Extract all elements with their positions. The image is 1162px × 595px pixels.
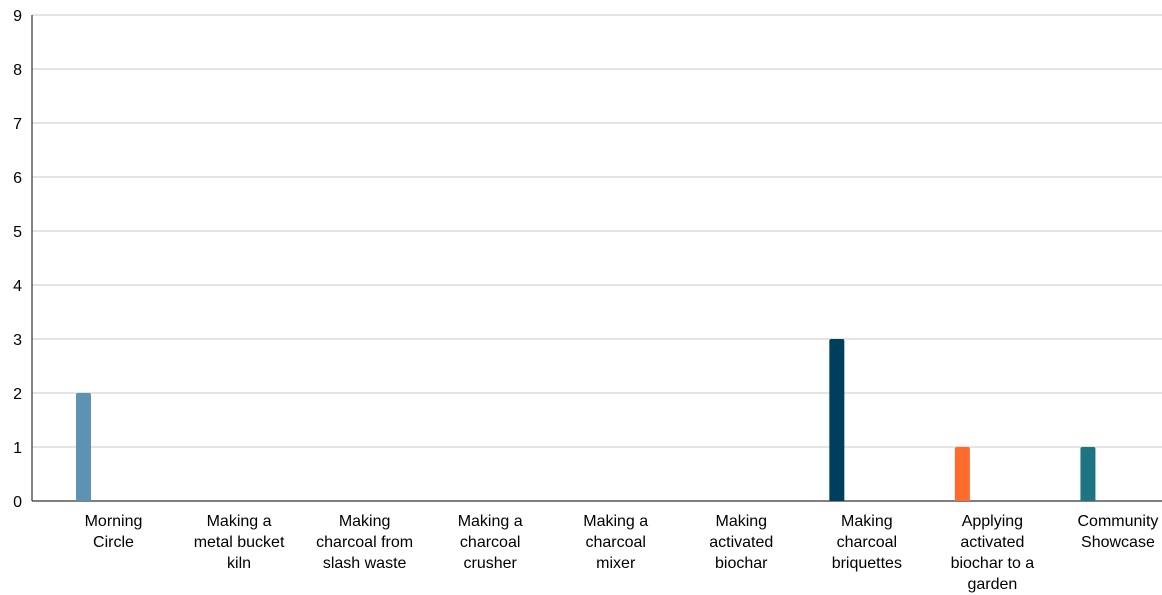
x-category-label: Morning <box>85 513 143 530</box>
x-category-label: Making a <box>207 513 272 530</box>
x-category-label: metal bucket <box>194 534 285 551</box>
y-tick-label: 4 <box>13 278 22 295</box>
x-category-label: Making <box>841 513 893 530</box>
x-category-label: Making <box>715 513 767 530</box>
x-category-label: activated <box>709 534 773 551</box>
x-category-label: Applying <box>962 513 1023 530</box>
y-tick-label: 7 <box>13 116 22 133</box>
x-category-label: biochar <box>715 555 768 572</box>
x-category-label: charcoal <box>585 534 645 551</box>
gridlines <box>32 14 1162 448</box>
y-tick-label: 5 <box>13 224 22 241</box>
bar <box>76 393 91 501</box>
x-category-label: biochar to a <box>951 555 1035 572</box>
y-tick-label: 9 <box>13 8 22 25</box>
x-category-label: Making <box>339 513 391 530</box>
x-category-label: Circle <box>93 534 134 551</box>
x-category-label: charcoal <box>460 534 520 551</box>
y-axis: 0 1 2 3 4 5 6 7 8 9 <box>13 8 1162 511</box>
y-tick-label: 8 <box>13 62 22 79</box>
y-tick-label: 2 <box>13 386 22 403</box>
x-category-label: briquettes <box>832 555 902 572</box>
x-category-label: garden <box>967 576 1017 593</box>
x-category-label: mixer <box>596 555 636 572</box>
y-tick-label: 0 <box>13 494 22 511</box>
x-category-label: Making a <box>458 513 523 530</box>
x-axis-labels: Morning Circle Making a metal bucket kiln Mak… <box>85 513 1159 593</box>
bars <box>76 339 1096 501</box>
x-category-label: charcoal <box>837 534 897 551</box>
y-tick-label: 3 <box>13 332 22 349</box>
x-category-label: Showcase <box>1081 534 1155 551</box>
x-category-label: charcoal from <box>316 534 413 551</box>
x-category-label: Community <box>1077 513 1158 530</box>
bar <box>1080 447 1096 501</box>
x-category-label: Making a <box>583 513 648 530</box>
x-category-label: activated <box>960 534 1024 551</box>
x-category-label: kiln <box>227 555 251 572</box>
bar <box>954 447 970 501</box>
bar <box>829 339 845 501</box>
x-category-label: slash waste <box>323 555 407 572</box>
y-tick-label: 1 <box>13 440 22 457</box>
y-tick-label: 6 <box>13 170 22 187</box>
x-category-label: crusher <box>463 555 517 572</box>
